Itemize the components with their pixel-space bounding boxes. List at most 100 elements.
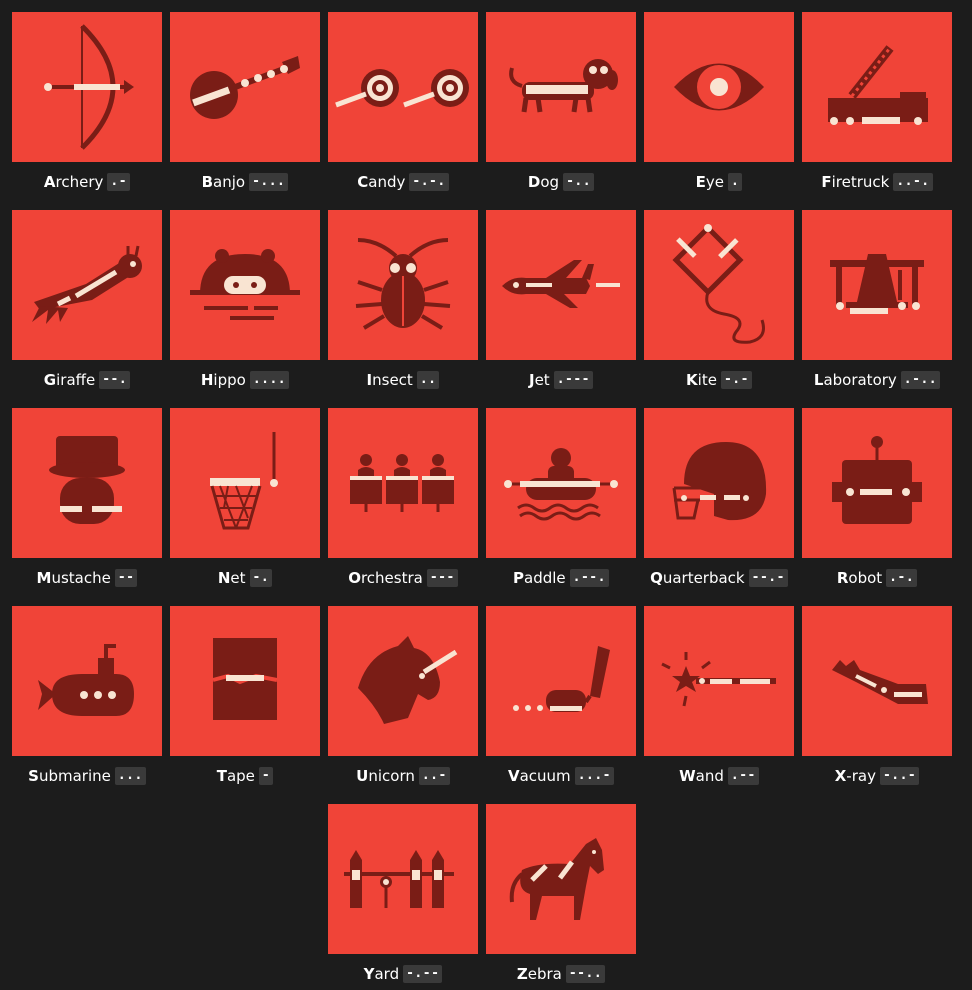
word-rest: addle bbox=[524, 569, 566, 587]
morse-code-badge: --. bbox=[99, 371, 131, 389]
word-initial: B bbox=[201, 173, 214, 191]
word-rest: uarterback bbox=[662, 569, 745, 587]
word-rest: ebra bbox=[527, 965, 562, 983]
wand-icon bbox=[644, 606, 794, 756]
word-rest: anjo bbox=[213, 173, 246, 191]
word-initial: E bbox=[695, 173, 706, 191]
word-rest: iraffe bbox=[56, 371, 96, 389]
unicorn-icon bbox=[328, 606, 478, 756]
word-rest: iretruck bbox=[831, 173, 890, 191]
word-initial: T bbox=[216, 767, 227, 785]
morse-code-badge: --.- bbox=[748, 569, 788, 587]
morse-code-badge: .. bbox=[416, 371, 440, 389]
morse-code-badge: -.- bbox=[720, 371, 752, 389]
morse-code-badge: -... bbox=[249, 173, 289, 191]
morse-code-badge: .-- bbox=[727, 767, 759, 785]
word-initial: A bbox=[43, 173, 56, 191]
paddle-icon bbox=[486, 408, 636, 558]
hippo-icon bbox=[170, 210, 320, 360]
insect-icon bbox=[328, 210, 478, 360]
word-initial: Z bbox=[516, 965, 528, 983]
word-initial: I bbox=[366, 371, 373, 389]
morse-code-badge: .--- bbox=[553, 371, 594, 389]
card-caption: X -ray -..- bbox=[790, 764, 964, 788]
tape-icon bbox=[170, 606, 320, 756]
word-initial: V bbox=[508, 767, 520, 785]
morse-code-badge: .--. bbox=[569, 569, 609, 587]
word-initial: H bbox=[200, 371, 214, 389]
laboratory-icon bbox=[802, 210, 952, 360]
word-rest: ape bbox=[226, 767, 255, 785]
morse-code-badge: --.. bbox=[565, 965, 606, 983]
word-rest: andy bbox=[368, 173, 406, 191]
net-icon bbox=[170, 408, 320, 558]
morse-code-badge: -.-- bbox=[403, 965, 443, 983]
word-rest: ustache bbox=[51, 569, 111, 587]
word-initial: G bbox=[43, 371, 57, 389]
firetruck-icon bbox=[802, 12, 952, 162]
word-rest: nicorn bbox=[368, 767, 415, 785]
word-initial: W bbox=[679, 767, 696, 785]
morse-code-badge: ...- bbox=[574, 767, 614, 785]
morse-code-badge: ... bbox=[114, 767, 146, 785]
morse-code-badge: .-. bbox=[886, 569, 918, 587]
archery-bow-icon bbox=[12, 12, 162, 162]
vacuum-icon bbox=[486, 606, 636, 756]
word-rest: -ray bbox=[846, 767, 876, 785]
word-rest: et bbox=[534, 371, 550, 389]
morse-code-badge: -.. bbox=[563, 173, 595, 191]
orchestra-icon bbox=[328, 408, 478, 558]
submarine-icon bbox=[12, 606, 162, 756]
word-rest: ippo bbox=[213, 371, 246, 389]
card-x-ray: X -ray -..- bbox=[802, 606, 952, 792]
morse-code-badge: -. bbox=[249, 569, 273, 587]
word-rest: and bbox=[695, 767, 724, 785]
kite-icon bbox=[644, 210, 794, 360]
giraffe-icon bbox=[12, 210, 162, 360]
word-initial: D bbox=[527, 173, 541, 191]
morse-code-badge: - bbox=[258, 767, 274, 785]
morse-code-badge: .- bbox=[107, 173, 131, 191]
word-rest: ye bbox=[705, 173, 725, 191]
word-rest: et bbox=[230, 569, 246, 587]
word-initial: Y bbox=[363, 965, 375, 983]
word-initial: S bbox=[28, 767, 39, 785]
word-rest: aboratory bbox=[823, 371, 897, 389]
word-initial: P bbox=[513, 569, 525, 587]
word-initial: M bbox=[36, 569, 52, 587]
word-initial: F bbox=[821, 173, 832, 191]
morse-code-badge: ..-. bbox=[893, 173, 933, 191]
word-rest: ard bbox=[374, 965, 400, 983]
word-rest: rchery bbox=[55, 173, 104, 191]
